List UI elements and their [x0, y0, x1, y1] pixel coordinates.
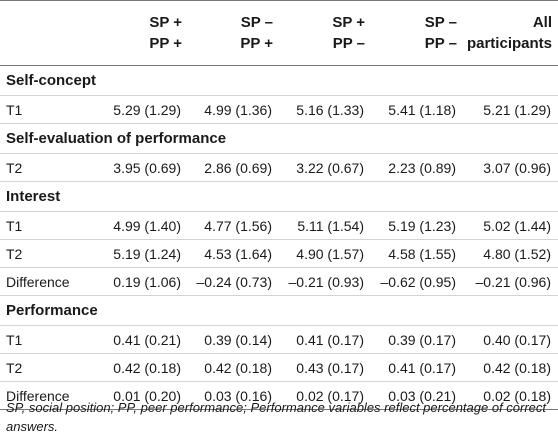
table-cell: 3.95 (0.69) [96, 153, 188, 182]
table-row: T2 0.42 (0.18) 0.42 (0.18) 0.43 (0.17) 0… [0, 353, 558, 382]
table-cell: 4.99 (1.36) [188, 95, 279, 124]
table-cell: 0.39 (0.14) [188, 325, 279, 354]
table-cell: –0.21 (0.96) [463, 267, 558, 296]
table-cell: 5.02 (1.44) [463, 211, 558, 240]
header-line: SP – [240, 14, 273, 31]
header-row: SP + PP + SP – PP + SP + PP – SP – PP – … [0, 0, 558, 66]
table-cell: 0.03 (0.21) [371, 381, 463, 410]
section-row: Self-concept [0, 65, 558, 96]
table-cell: 5.29 (1.29) [96, 95, 188, 124]
header-line: participants [466, 35, 552, 52]
header-cell-sp-plus-pp-plus: SP + PP + [96, 0, 188, 66]
table-cell: 0.42 (0.18) [463, 353, 558, 382]
row-label: Difference [0, 381, 96, 410]
header-line: PP + [149, 35, 182, 52]
header-cell-empty [0, 0, 96, 66]
table-cell: 4.77 (1.56) [188, 211, 279, 240]
header-line: PP – [332, 35, 365, 52]
table-cell: 0.42 (0.18) [188, 353, 279, 382]
table-header: SP + PP + SP – PP + SP + PP – SP – PP – … [0, 0, 558, 66]
table-cell: 0.41 (0.21) [96, 325, 188, 354]
table-cell: 4.80 (1.52) [463, 239, 558, 268]
table-cell: 0.40 (0.17) [463, 325, 558, 354]
results-table: SP + PP + SP – PP + SP + PP – SP – PP – … [0, 0, 558, 410]
table-row: T1 5.29 (1.29) 4.99 (1.36) 5.16 (1.33) 5… [0, 95, 558, 124]
header-cell-sp-minus-pp-minus: SP – PP – [371, 0, 463, 66]
section-row: Interest [0, 181, 558, 212]
table-cell: 0.19 (1.06) [96, 267, 188, 296]
header-line: All [532, 14, 552, 31]
header-cell-all-participants: All participants [463, 0, 558, 66]
table-body: Self-concept T1 5.29 (1.29) 4.99 (1.36) … [0, 65, 558, 410]
table-cell: 5.41 (1.18) [371, 95, 463, 124]
table-cell: –0.24 (0.73) [188, 267, 279, 296]
header-line: PP – [424, 35, 457, 52]
section-row: Self-evaluation of performance [0, 123, 558, 154]
table-cell: 0.42 (0.18) [96, 353, 188, 382]
header-line: SP – [424, 14, 457, 31]
table-row: Difference 0.01 (0.20) 0.03 (0.16) 0.02 … [0, 381, 558, 410]
table-cell: 5.11 (1.54) [279, 211, 371, 240]
header-line: PP + [240, 35, 273, 52]
table-cell: 5.21 (1.29) [463, 95, 558, 124]
header-line: SP + [149, 14, 182, 31]
table-cell: 2.23 (0.89) [371, 153, 463, 182]
header-cell-sp-plus-pp-minus: SP + PP – [279, 0, 371, 66]
row-label: T1 [0, 325, 96, 354]
row-label: Difference [0, 267, 96, 296]
table-row: T1 0.41 (0.21) 0.39 (0.14) 0.41 (0.17) 0… [0, 325, 558, 354]
header-cell-sp-minus-pp-plus: SP – PP + [188, 0, 279, 66]
table-cell: –0.21 (0.93) [279, 267, 371, 296]
header-line: SP + [332, 14, 365, 31]
table-cell: 0.41 (0.17) [279, 325, 371, 354]
table-cell: 3.07 (0.96) [463, 153, 558, 182]
table-cell: 0.02 (0.17) [279, 381, 371, 410]
table-cell: 4.58 (1.55) [371, 239, 463, 268]
table-cell: 4.90 (1.57) [279, 239, 371, 268]
table-row: T1 4.99 (1.40) 4.77 (1.56) 5.11 (1.54) 5… [0, 211, 558, 240]
table-row: Difference 0.19 (1.06) –0.24 (0.73) –0.2… [0, 267, 558, 296]
table-cell: –0.62 (0.95) [371, 267, 463, 296]
section-title: Self-evaluation of performance [0, 123, 558, 154]
section-title: Performance [0, 295, 558, 326]
table-cell: 0.02 (0.18) [463, 381, 558, 410]
row-label: T2 [0, 239, 96, 268]
row-label: T2 [0, 153, 96, 182]
table-cell: 0.41 (0.17) [371, 353, 463, 382]
section-title: Interest [0, 181, 558, 212]
table-cell: 0.39 (0.17) [371, 325, 463, 354]
table-cell: 5.16 (1.33) [279, 95, 371, 124]
table-cell: 0.01 (0.20) [96, 381, 188, 410]
table-cell: 4.99 (1.40) [96, 211, 188, 240]
table-cell: 3.22 (0.67) [279, 153, 371, 182]
table-cell: 5.19 (1.24) [96, 239, 188, 268]
table-cell: 0.03 (0.16) [188, 381, 279, 410]
table-row: T2 5.19 (1.24) 4.53 (1.64) 4.90 (1.57) 4… [0, 239, 558, 268]
row-label: T1 [0, 211, 96, 240]
table-footnote: SP, social position; PP, peer performanc… [6, 400, 547, 434]
table-row: T2 3.95 (0.69) 2.86 (0.69) 3.22 (0.67) 2… [0, 153, 558, 182]
section-title: Self-concept [0, 65, 558, 96]
table-cell: 0.43 (0.17) [279, 353, 371, 382]
section-row: Performance [0, 295, 558, 326]
table-cell: 2.86 (0.69) [188, 153, 279, 182]
table-cell: 5.19 (1.23) [371, 211, 463, 240]
row-label: T2 [0, 353, 96, 382]
table-cell: 4.53 (1.64) [188, 239, 279, 268]
row-label: T1 [0, 95, 96, 124]
